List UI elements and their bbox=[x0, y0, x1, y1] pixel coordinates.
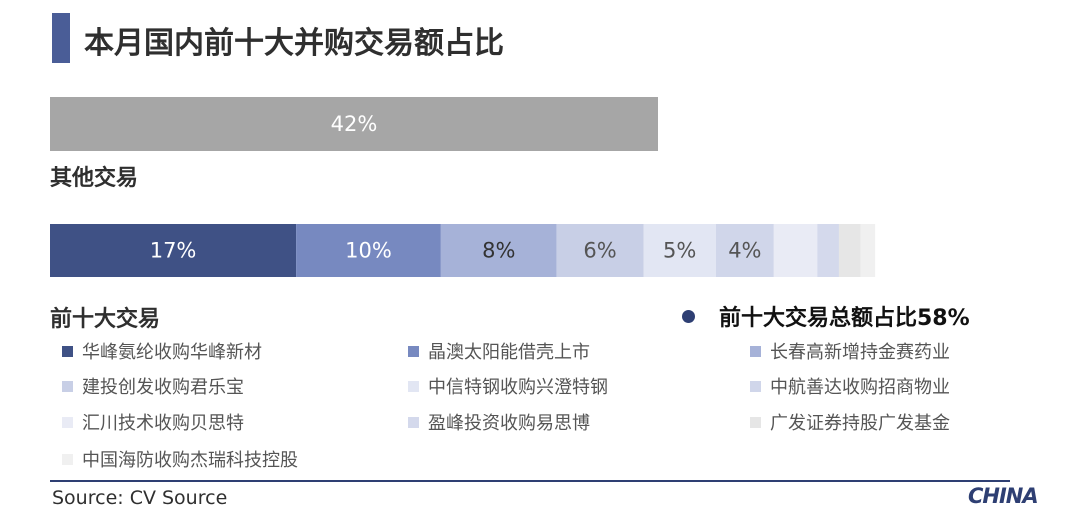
bar-segment-label-6: 4% bbox=[728, 239, 761, 263]
legend-label-3: 长春高新增持金赛药业 bbox=[770, 342, 950, 363]
legend-swatch-7 bbox=[62, 416, 73, 428]
bar-segment-label-4: 6% bbox=[583, 239, 616, 263]
legend-item-3: 长春高新增持金赛药业 bbox=[750, 338, 950, 364]
source-note: Source: CV Source bbox=[52, 487, 228, 509]
legend-swatch-4 bbox=[62, 380, 73, 392]
legend-label-5: 中信特钢收购兴澄特钢 bbox=[428, 377, 608, 398]
legend-label-10: 中国海防收购杰瑞科技控股 bbox=[82, 450, 298, 471]
bar-segment-9 bbox=[838, 224, 861, 277]
other-deals-value-label: 42% bbox=[330, 112, 378, 136]
bar-segment-2 bbox=[296, 224, 441, 277]
legend-label-7: 汇川技术收购贝思特 bbox=[82, 413, 244, 434]
summary-legend: 前十大交易总额占比58% bbox=[682, 300, 970, 332]
other-deals-label: 其他交易 bbox=[50, 166, 139, 191]
legend-swatch-10 bbox=[62, 453, 73, 465]
bar-segment-10 bbox=[860, 224, 876, 277]
legend-item-4: 建投创发收购君乐宝 bbox=[62, 373, 244, 399]
legend-swatch-6 bbox=[750, 380, 761, 392]
legend-label-9: 广发证券持股广发基金 bbox=[770, 413, 950, 434]
bar-segment-1 bbox=[50, 224, 297, 277]
bar-segment-6 bbox=[715, 224, 774, 277]
legend-label-1: 华峰氨纶收购华峰新材 bbox=[82, 342, 262, 363]
legend-item-5: 中信特钢收购兴澄特钢 bbox=[408, 373, 608, 399]
legend-item-2: 晶澳太阳能借壳上市 bbox=[408, 338, 590, 364]
legend-swatch-9 bbox=[750, 416, 761, 428]
legend-item-10: 中国海防收购杰瑞科技控股 bbox=[62, 446, 298, 472]
bar-segment-label-1: 17% bbox=[150, 239, 197, 263]
legend-swatch-8 bbox=[408, 416, 419, 428]
stacked-bar-svg: 17% 10% 8% 6% 5% 4% bbox=[50, 224, 876, 277]
bar-segment-3 bbox=[440, 224, 557, 277]
legend-label-6: 中航善达收购招商物业 bbox=[770, 377, 950, 398]
top10-label: 前十大交易 bbox=[50, 307, 161, 332]
legend-label-2: 晶澳太阳能借壳上市 bbox=[428, 342, 590, 363]
other-deals-bar: 42% bbox=[50, 97, 658, 151]
legend-swatch-3 bbox=[750, 345, 761, 357]
china-logo: CHINA bbox=[968, 484, 1039, 508]
footer-divider bbox=[50, 480, 1010, 482]
legend-item-1: 华峰氨纶收购华峰新材 bbox=[62, 338, 262, 364]
legend-swatch-5 bbox=[408, 380, 419, 392]
bar-segment-label-2: 10% bbox=[345, 239, 392, 263]
legend-swatch-2 bbox=[408, 345, 419, 357]
legend-label-8: 盈峰投资收购易思博 bbox=[428, 413, 590, 434]
bar-segment-8 bbox=[817, 224, 839, 277]
legend-item-6: 中航善达收购招商物业 bbox=[750, 373, 950, 399]
summary-dot-icon bbox=[682, 309, 695, 323]
bar-segment-5 bbox=[643, 224, 716, 277]
summary-text: 前十大交易总额占比58% bbox=[719, 306, 970, 331]
legend-label-4: 建投创发收购君乐宝 bbox=[82, 377, 244, 398]
chart-title: 本月国内前十大并购交易额占比 bbox=[84, 26, 504, 61]
bar-segment-label-3: 8% bbox=[482, 239, 515, 263]
legend-item-8: 盈峰投资收购易思博 bbox=[408, 409, 590, 435]
legend-item-7: 汇川技术收购贝思特 bbox=[62, 409, 244, 435]
top10-stacked-bar: 17% 10% 8% 6% 5% 4% bbox=[50, 224, 906, 277]
bar-segment-4 bbox=[556, 224, 644, 277]
legend-item-9: 广发证券持股广发基金 bbox=[750, 409, 950, 435]
title-accent-bar bbox=[52, 13, 70, 63]
legend-swatch-1 bbox=[62, 345, 73, 357]
bar-segment-label-5: 5% bbox=[663, 239, 696, 263]
bar-segment-7 bbox=[773, 224, 818, 277]
